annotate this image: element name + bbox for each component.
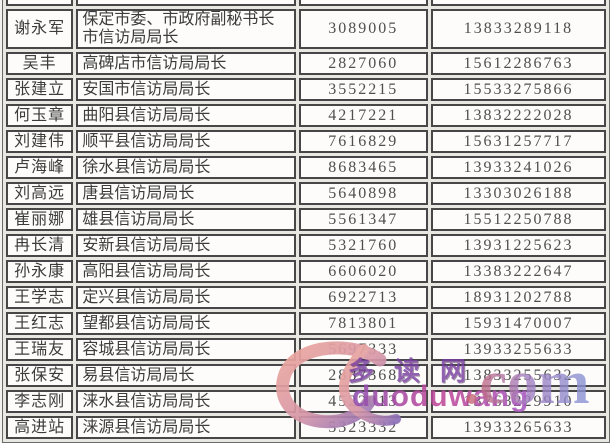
name-cell: 张建立 [6, 78, 74, 101]
position-cell: 安国市信访局局长 [76, 78, 296, 101]
mobile-phone-cell: 13933241026 [430, 156, 606, 179]
position-cell: 安新县信访局局长 [76, 234, 296, 257]
office-phone-cell: 2827060 [298, 52, 428, 75]
table-row: 刘高远 唐县信访局局长 5640898 13303026188 [6, 182, 606, 205]
position-cell: 雄县信访局局长 [76, 208, 296, 231]
position-cell: 望都县信访局局长 [76, 312, 296, 335]
office-phone-cell: 2887368 [298, 364, 428, 387]
name-cell: 刘建伟 [6, 130, 74, 153]
mobile-phone-cell: 13383222647 [430, 260, 606, 283]
mobile-phone-cell: 15612286763 [430, 52, 606, 75]
office-phone-cell [298, 0, 428, 6]
position-cell: 涞水县信访局局长 [76, 390, 296, 413]
table-row: 崔丽娜 雄县信访局局长 5561347 15512250788 [6, 208, 606, 231]
mobile-phone-cell: 13833255632 [430, 364, 606, 387]
office-phone-cell: 3552215 [298, 78, 428, 101]
table-row: 卢海峰 徐水县信访局局长 8683465 13933241026 [6, 156, 606, 179]
office-phone-cell: 5697333 [298, 338, 428, 361]
mobile-phone-cell: 13833289118 [430, 9, 606, 49]
name-cell: 崔丽娜 [6, 208, 74, 231]
position-cell: 保定市委、市政府副秘书长 市信访局局长 [76, 9, 296, 49]
table-row: 高进站 涞源县信访局局长 5323332 13933265633 [6, 416, 606, 439]
name-cell [6, 0, 74, 6]
position-cell: 容城县信访局局长 [76, 338, 296, 361]
office-phone-cell: 3089005 [298, 9, 428, 49]
office-phone-cell: 5640898 [298, 182, 428, 205]
mobile-phone-cell: 15533275866 [430, 78, 606, 101]
position-cell: 高阳县信访局局长 [76, 260, 296, 283]
mobile-phone-cell: 15931470007 [430, 312, 606, 335]
mobile-phone-cell: 13933255633 [430, 338, 606, 361]
position-cell: 曲阳县信访局局长 [76, 104, 296, 127]
table-row: 何玉章 曲阳县信访局局长 4217221 13832222028 [6, 104, 606, 127]
table-row: 王红志 望都县信访局局长 7813801 15931470007 [6, 312, 606, 335]
name-cell: 张保安 [6, 364, 74, 387]
name-cell: 王瑞友 [6, 338, 74, 361]
name-cell: 何玉章 [6, 104, 74, 127]
name-cell: 谢永军 [6, 9, 74, 49]
table-row: 王学志 定兴县信访局局长 6922713 18931202788 [6, 286, 606, 309]
name-cell: 李志刚 [6, 390, 74, 413]
mobile-phone-cell: 13931225623 [430, 234, 606, 257]
table-row: 孙永康 高阳县信访局局长 6606020 13383222647 [6, 260, 606, 283]
mobile-phone-cell: 18931202788 [430, 286, 606, 309]
office-phone-cell: 7616829 [298, 130, 428, 153]
table-row: 谢永军 保定市委、市政府副秘书长 市信访局局长 3089005 13833289… [6, 9, 606, 49]
mobile-phone-cell: 13832222028 [430, 104, 606, 127]
office-phone-cell: 6606020 [298, 260, 428, 283]
table-row: 张建立 安国市信访局局长 3552215 15533275866 [6, 78, 606, 101]
position-cell: 唐县信访局局长 [76, 182, 296, 205]
name-cell: 孙永康 [6, 260, 74, 283]
office-phone-cell: 5321760 [298, 234, 428, 257]
mobile-phone-cell: 13303026188 [430, 182, 606, 205]
position-cell: 徐水县信访局局长 [76, 156, 296, 179]
office-phone-cell: 4217221 [298, 104, 428, 127]
office-phone-cell: 6922713 [298, 286, 428, 309]
mobile-phone-cell: 15512250788 [430, 208, 606, 231]
office-phone-cell: 7813801 [298, 312, 428, 335]
table-row: 王瑞友 容城县信访局局长 5697333 13933255633 [6, 338, 606, 361]
table-row [6, 0, 606, 6]
table-row: 刘建伟 顺平县信访局局长 7616829 15631257717 [6, 130, 606, 153]
name-cell: 冉长清 [6, 234, 74, 257]
name-cell: 刘高远 [6, 182, 74, 205]
position-cell: 涞源县信访局局长 [76, 416, 296, 439]
name-cell: 卢海峰 [6, 156, 74, 179]
table-row: 吴丰 高碑店市信访局局长 2827060 15612286763 [6, 52, 606, 75]
office-phone-cell: 8683465 [298, 156, 428, 179]
mobile-phone-cell: 13933265633 [430, 416, 606, 439]
table-row: 冉长清 安新县信访局局长 5321760 13931225623 [6, 234, 606, 257]
office-phone-cell: 4522013 [298, 390, 428, 413]
name-cell: 王学志 [6, 286, 74, 309]
position-cell: 定兴县信访局局长 [76, 286, 296, 309]
mobile-phone-cell: 13763229910 [430, 390, 606, 413]
office-phone-cell: 5561347 [298, 208, 428, 231]
table-row: 李志刚 涞水县信访局局长 4522013 13763229910 [6, 390, 606, 413]
table-row: 张保安 易县信访局局长 2887368 13833255632 [6, 364, 606, 387]
position-cell: 易县信访局局长 [76, 364, 296, 387]
name-cell: 吴丰 [6, 52, 74, 75]
position-cell: 顺平县信访局局长 [76, 130, 296, 153]
position-cell: 高碑店市信访局局长 [76, 52, 296, 75]
mobile-phone-cell [430, 0, 606, 6]
office-phone-cell: 5323332 [298, 416, 428, 439]
name-cell: 高进站 [6, 416, 74, 439]
position-cell [76, 0, 296, 6]
name-cell: 王红志 [6, 312, 74, 335]
mobile-phone-cell: 15631257717 [430, 130, 606, 153]
